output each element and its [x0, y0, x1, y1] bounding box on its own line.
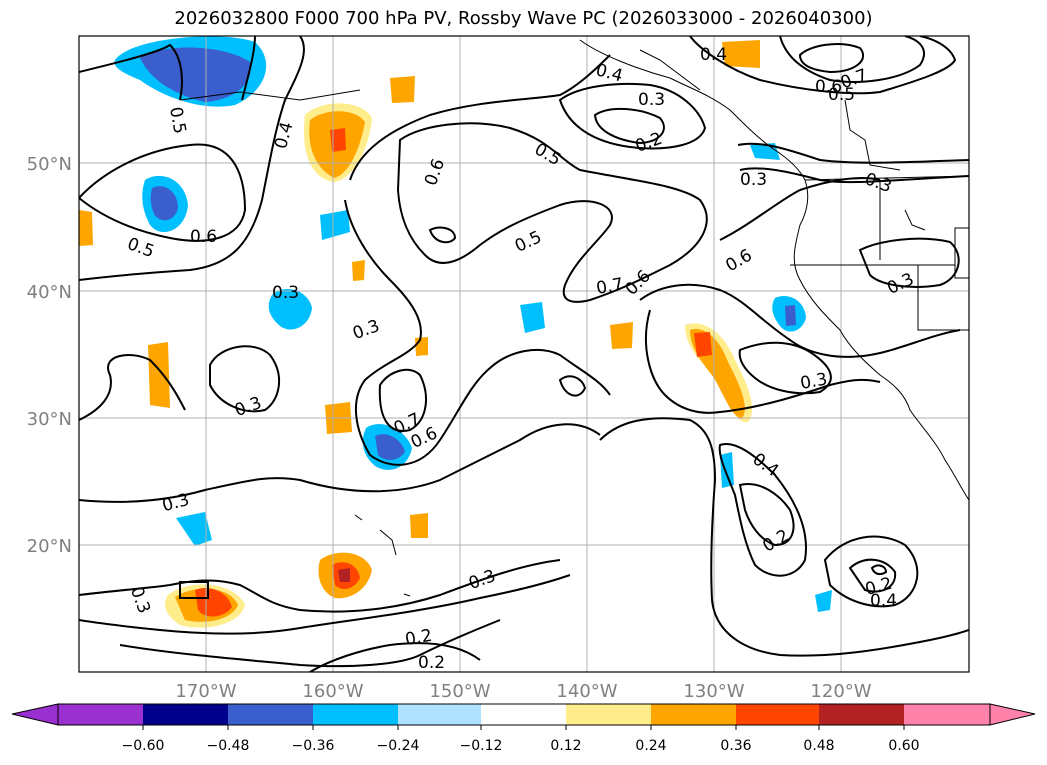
colorbar-extend-high: [989, 703, 1036, 726]
colorbar-bin: [58, 704, 143, 725]
colorbar-tick-label: 0.60: [888, 738, 919, 754]
colorbar-tick-label: −0.60: [122, 738, 165, 754]
lon-label: 120°W: [810, 681, 871, 702]
colorbar-tick-label: 0.36: [720, 738, 751, 754]
map-area: 0.5 0.4 0.6 0.5 0.6 0.5 0.5 0.6 0.4 0.3 …: [79, 36, 969, 673]
contour-label: 0.3: [799, 370, 829, 394]
lat-labels: 50°N 40°N 30°N 20°N: [27, 154, 72, 557]
lon-labels: 170°W 160°W 150°W 140°W 130°W 120°W: [175, 681, 871, 702]
lon-label: 130°W: [683, 681, 744, 702]
contour-label: 0.5: [165, 105, 189, 135]
colorbar-bin: [736, 704, 819, 725]
colorbar-bin: [566, 704, 651, 725]
colorbar-tick-label: −0.24: [377, 738, 420, 754]
pv-contours: [79, 36, 969, 672]
contour-label: 0.2: [404, 626, 434, 650]
colorbar-bin: [904, 704, 990, 725]
colorbar-bin: [481, 704, 566, 725]
map-frame: [78, 35, 970, 673]
colorbar-bin: [398, 704, 481, 725]
lat-lon-grid: [79, 36, 969, 672]
pv-anomaly-shading: [79, 36, 832, 628]
colorbar-bin: [313, 704, 398, 725]
contour-label: 0.4: [700, 45, 727, 65]
colorbar: −0.60 −0.48 −0.36 −0.24 −0.12 0.12 0.24 …: [11, 703, 1036, 754]
colorbar-tick-label: 0.48: [803, 738, 834, 754]
contour-label: 0.4: [870, 591, 897, 611]
contour-label: 0.3: [638, 90, 665, 110]
colorbar-tick-label: −0.12: [460, 738, 503, 754]
lon-label: 170°W: [175, 681, 236, 702]
lon-label: 150°W: [429, 681, 490, 702]
contour-label: 0.6: [190, 227, 217, 247]
colorbar-tick-label: −0.48: [207, 738, 250, 754]
lat-label: 30°N: [27, 409, 72, 430]
colorbar-tick-label: −0.36: [292, 738, 335, 754]
lat-label: 20°N: [27, 536, 72, 557]
colorbar-bin: [228, 704, 313, 725]
colorbar-bin: [651, 704, 736, 725]
lon-label: 160°W: [302, 681, 363, 702]
contour-label: 0.2: [418, 653, 445, 673]
contour-label: 0.5: [828, 85, 855, 105]
contour-label: 0.3: [272, 283, 299, 303]
map-title: 2026032800 F000 700 hPa PV, Rossby Wave …: [174, 8, 873, 29]
colorbar-tick-label: 0.24: [635, 738, 666, 754]
lon-label: 140°W: [556, 681, 617, 702]
contour-label: 0.3: [740, 170, 767, 190]
colorbar-tick-label: 0.12: [550, 738, 581, 754]
contour-label: 0.7: [595, 275, 625, 299]
lat-label: 40°N: [27, 282, 72, 303]
contour-label: 0.6: [815, 77, 842, 97]
lat-label: 50°N: [27, 154, 72, 175]
colorbar-extend-low: [11, 703, 59, 726]
colorbar-bin: [143, 704, 228, 725]
colorbar-bin: [819, 704, 904, 725]
